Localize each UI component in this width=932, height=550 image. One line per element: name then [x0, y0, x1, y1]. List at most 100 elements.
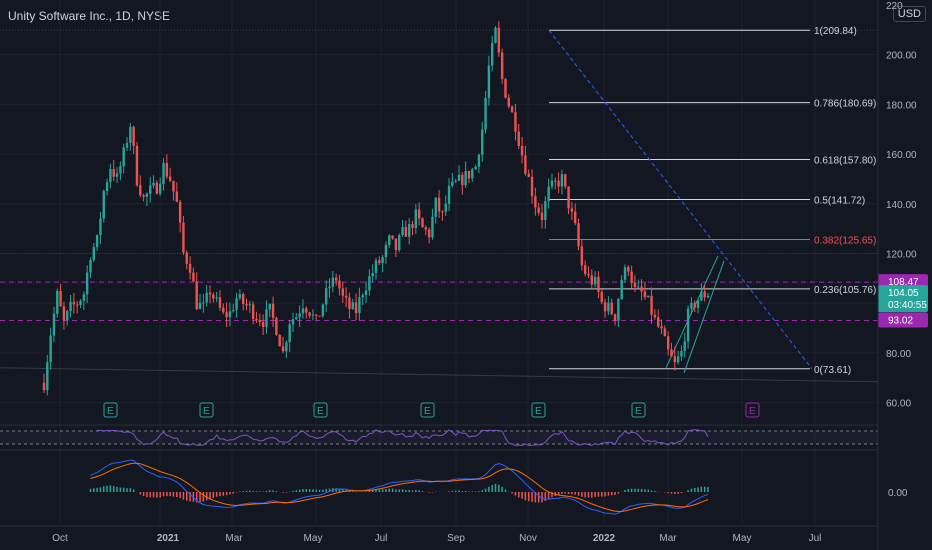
candle-body: [613, 314, 617, 321]
candle-body: [696, 300, 700, 308]
earnings-badge-label: E: [424, 406, 431, 417]
candle-body: [95, 234, 99, 248]
candle-body: [700, 291, 703, 301]
level-badge-text: 108.47: [888, 277, 919, 288]
x-tick-label: May: [304, 533, 323, 544]
candle-body: [109, 169, 112, 183]
candle-body: [291, 319, 295, 325]
earnings-badge: [199, 402, 214, 418]
candle-body: [208, 292, 212, 295]
candle-body: [364, 290, 368, 296]
candle-body: [378, 260, 381, 264]
candle-body: [484, 98, 487, 130]
candle-body: [311, 314, 315, 316]
candle-body: [328, 286, 331, 289]
candle-body: [228, 311, 232, 318]
candle-body: [129, 126, 132, 143]
candle-body: [401, 226, 404, 236]
candle-body: [89, 260, 92, 273]
baseline-line: [0, 367, 879, 383]
candle-body: [351, 302, 354, 310]
candle-body: [633, 282, 637, 287]
candle-body: [610, 302, 613, 315]
candle-body: [159, 183, 162, 194]
earnings-badge-label: E: [535, 406, 542, 417]
candle-body: [331, 277, 335, 287]
candle-body: [261, 322, 265, 327]
candle-body: [334, 277, 338, 281]
candle-body: [540, 212, 544, 220]
candle-body: [168, 176, 172, 181]
candle-body: [557, 180, 560, 187]
candle-body: [152, 182, 155, 186]
candle-body: [660, 326, 663, 329]
candle-body: [368, 276, 371, 291]
signal-line: [90, 462, 709, 513]
candle-body: [630, 271, 633, 283]
candle-body: [607, 302, 610, 312]
candle-body: [398, 235, 401, 251]
candle-body: [577, 223, 580, 247]
candle-body: [348, 297, 351, 310]
y-tick-label: 60.00: [886, 399, 911, 410]
candle-body: [534, 196, 537, 208]
candle-body: [680, 350, 683, 357]
candle-body: [650, 295, 653, 315]
candle-body: [202, 302, 205, 304]
candle-body: [59, 291, 62, 307]
candle-body: [265, 309, 268, 327]
candle-body: [321, 304, 325, 316]
candle-body: [338, 280, 341, 289]
current-price-badge-text: 104.05: [888, 288, 919, 299]
candle-body: [52, 313, 56, 336]
candle-body: [590, 275, 593, 285]
candle-body: [564, 174, 567, 187]
fib-level-label: 0.5(141.72): [814, 196, 865, 207]
candle-body: [66, 311, 69, 321]
candle-body: [683, 341, 686, 351]
candle-body: [175, 191, 178, 202]
candle-body: [617, 298, 620, 321]
candle-body: [172, 180, 175, 192]
candle-body: [514, 112, 517, 132]
fib-level-label: 0.382(125.65): [814, 235, 876, 246]
candle-body: [706, 295, 710, 298]
rsi-band: [0, 431, 878, 444]
candle-body: [215, 297, 218, 299]
candle-body: [62, 306, 66, 321]
currency-selector[interactable]: USD: [892, 6, 926, 22]
candle-body: [510, 106, 514, 113]
x-tick-label: Mar: [659, 533, 677, 544]
candle-body: [597, 276, 600, 292]
candle-body: [424, 227, 427, 230]
candle-body: [693, 302, 696, 308]
candle-body: [554, 180, 557, 182]
candle-body: [643, 291, 647, 298]
candle-body: [666, 336, 670, 350]
candle-body: [122, 147, 125, 167]
candle-body: [374, 260, 378, 273]
candle-body: [434, 197, 437, 217]
x-tick-label: Jul: [809, 533, 822, 544]
candle-body: [537, 207, 540, 213]
candle-body: [245, 303, 248, 306]
macd-line: [90, 459, 709, 515]
candle-body: [444, 203, 447, 212]
candle-body: [620, 279, 623, 299]
current-price-badge-bg: [878, 285, 928, 313]
x-tick-label: Nov: [519, 533, 537, 544]
candle-body: [437, 197, 441, 212]
candle-body: [481, 129, 484, 155]
candle-body: [530, 176, 534, 197]
channel-line: [683, 260, 725, 373]
candle-body: [384, 244, 388, 258]
candle-body: [574, 211, 577, 224]
candle-body: [188, 263, 192, 273]
candle-body: [467, 170, 471, 179]
y-tick-label: 200.00: [886, 51, 917, 62]
candle-body: [92, 247, 95, 261]
earnings-badge: [313, 402, 328, 418]
candle-body: [238, 294, 242, 299]
candle-body: [603, 302, 607, 312]
